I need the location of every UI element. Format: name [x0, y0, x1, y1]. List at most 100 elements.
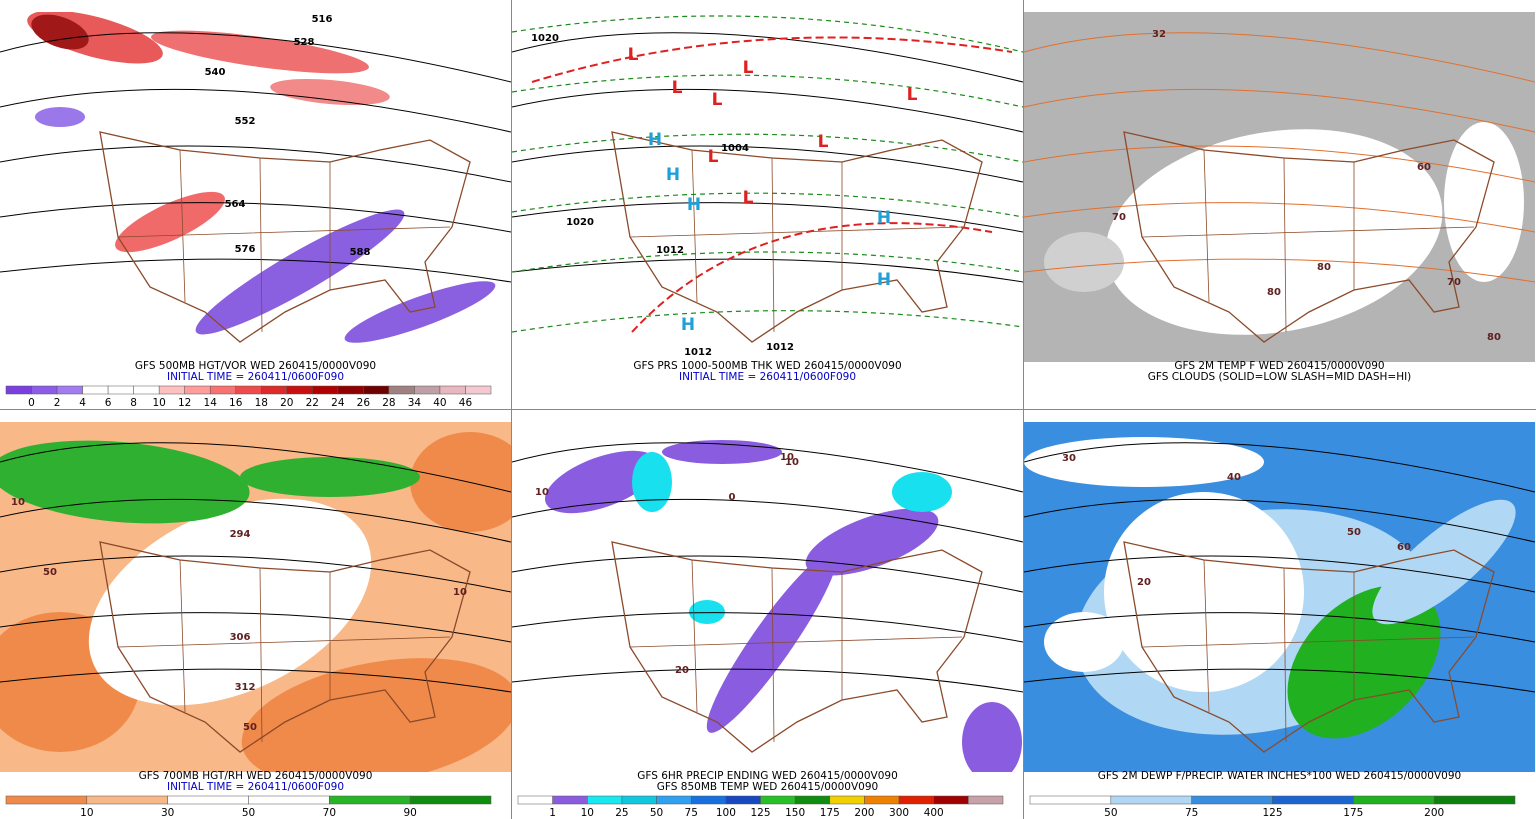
map-feature: [512, 310, 1023, 333]
colorbar-swatch: [1191, 795, 1273, 805]
colorbar-label: 10: [581, 807, 594, 819]
contour-label: 1004: [721, 143, 749, 154]
colorbar-label: 18: [255, 397, 268, 409]
colorbar-swatch: [552, 795, 588, 805]
contour-label: 576: [235, 244, 256, 255]
colorbar-label: 75: [685, 807, 698, 819]
contour-label: 516: [312, 14, 333, 25]
colorbar-swatch: [656, 795, 692, 805]
contour-label: 50: [243, 722, 257, 733]
colorbar-swatch: [409, 795, 492, 805]
colorbar-label: 12: [178, 397, 191, 409]
contour-label: 70: [1447, 277, 1461, 288]
colorbar-label: 24: [331, 397, 345, 409]
colorbar-label: 200: [1424, 807, 1444, 819]
colorbar-swatch: [86, 795, 168, 805]
map-caption: INITIAL TIME = 260411/0600F090: [167, 781, 344, 793]
colorbar-swatch: [587, 795, 623, 805]
colorbar-swatch: [968, 795, 1004, 805]
colorbar-label: 1: [549, 807, 556, 819]
contour-label: 306: [230, 632, 251, 643]
contour-label: 10: [11, 497, 25, 508]
colorbar-swatch: [235, 385, 262, 395]
contour-label: 294: [230, 529, 251, 540]
map-feature: [512, 612, 1023, 643]
colorbar-swatch: [184, 385, 211, 395]
map-caption: INITIAL TIME = 260411/0600F090: [167, 371, 344, 383]
pressure-center: L: [628, 45, 639, 65]
map-feature: [0, 442, 511, 493]
map-content: 10 50 306 294 312 50 10: [0, 422, 511, 772]
map-feature: [0, 32, 511, 83]
colorbar-swatch: [82, 385, 109, 395]
map-shade: [88, 498, 372, 706]
colorbar-label: 34: [408, 397, 422, 409]
map-shade: [240, 457, 420, 497]
map-feature: [512, 442, 1023, 493]
contour-label: 10: [453, 587, 467, 598]
map-feature: [0, 145, 511, 183]
colorbar-swatch: [248, 795, 330, 805]
map-shade: [1044, 232, 1124, 292]
colorbar-label: 75: [1185, 807, 1198, 819]
colorbar-label: 8: [130, 397, 137, 409]
colorbar-swatch: [167, 795, 249, 805]
colorbar-swatch: [312, 385, 339, 395]
pressure-center: L: [672, 78, 683, 98]
map-caption: INITIAL TIME = 260411/0600F090: [679, 371, 856, 383]
map-caption: GFS 700MB HGT/RH WED 260415/0000V090: [139, 770, 373, 782]
pressure-center: H: [666, 165, 680, 185]
colorbar-swatch: [1433, 795, 1516, 805]
map-feature: [0, 555, 511, 593]
map-content: 516 528 540 552 564 576 588: [0, 12, 511, 343]
map-feature: [1024, 88, 1535, 133]
colorbar-label: 40: [433, 397, 446, 409]
pressure-center: H: [877, 208, 891, 228]
colorbar-swatch: [158, 385, 185, 395]
map-feature: [1141, 149, 1475, 333]
colorbar-swatch: [898, 795, 934, 805]
colorbar-label: 10: [152, 397, 165, 409]
contour-label: 20: [675, 665, 689, 676]
map-feature: [0, 668, 511, 693]
colorbar-swatch: [329, 795, 411, 805]
map-feature: [629, 149, 963, 333]
map-caption: GFS 500MB HGT/VOR WED 260415/0000V090: [135, 360, 376, 372]
map-panel: 10 50 306 294 312 50 10 GFS 700MB HGT/RH WED 26…: [0, 422, 511, 819]
pressure-center: H: [877, 270, 891, 290]
colorbar-swatch: [286, 385, 313, 395]
map-feature: [512, 192, 1023, 218]
map-feature: [117, 559, 451, 743]
map-shade: [280, 552, 320, 612]
colorbar-swatch: [439, 385, 466, 395]
map-shade: [962, 702, 1022, 772]
map-caption: GFS PRS 1000-500MB THK WED 260415/0000V0…: [633, 360, 901, 372]
map-feature: [1024, 145, 1535, 183]
map-feature: [531, 36, 1013, 83]
map-feature: [512, 74, 1023, 108]
map-feature: [0, 612, 511, 643]
pressure-center: L: [818, 132, 829, 152]
map-panel: 102010041020101210121012LLLLLLLLHHHHHHGF…: [512, 15, 1023, 383]
map-caption: GFS 2M TEMP F WED 260415/0000V090: [1174, 360, 1384, 372]
map-feature: [512, 88, 1023, 133]
map-feature: [1024, 442, 1535, 493]
contour-label: 32: [1152, 29, 1166, 40]
colorbar-label: 0: [28, 397, 35, 409]
colorbar-swatch: [388, 385, 415, 395]
contour-label: 20: [1137, 577, 1151, 588]
map-feature: [512, 133, 1023, 163]
map-shade: [1104, 492, 1304, 692]
colorbar-label: 20: [280, 397, 293, 409]
colorbar-swatch: [864, 795, 900, 805]
map-feature: [0, 88, 511, 133]
colorbar-label: 4: [79, 397, 86, 409]
contour-label: 1020: [566, 217, 594, 228]
pressure-center: L: [708, 147, 719, 167]
map-panel: 516 528 540 552 564 576 588 GFS 500MB HGT/VOR W…: [0, 12, 511, 409]
colorbar-swatch: [465, 385, 492, 395]
contour-label: 1020: [531, 33, 559, 44]
colorbar-label: 2: [54, 397, 61, 409]
